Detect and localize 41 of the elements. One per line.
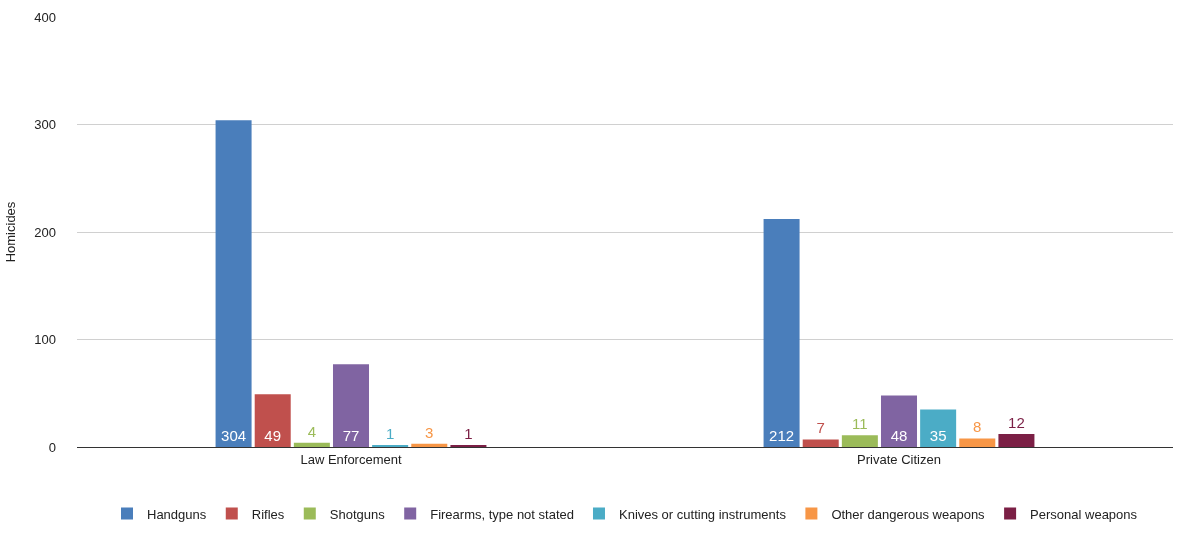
data-label: 304 — [221, 427, 247, 444]
data-label: 35 — [929, 427, 947, 444]
data-label: 11 — [852, 415, 868, 433]
data-label: 49 — [264, 427, 282, 444]
data-label: 3 — [425, 423, 434, 441]
legend-label: Knives or cutting instruments — [618, 506, 787, 522]
bar — [332, 364, 370, 447]
data-label: 48 — [890, 427, 908, 444]
data-label: 7 — [816, 419, 825, 437]
legend-label: Firearms, type not stated — [430, 506, 574, 522]
bar — [411, 443, 448, 447]
bar — [254, 394, 291, 447]
bar — [880, 395, 918, 447]
bar — [998, 434, 1035, 447]
bar — [841, 435, 878, 447]
legend-label: Rifles — [251, 506, 285, 522]
y-tick-label: 400 — [34, 9, 56, 25]
data-label: 77 — [342, 427, 360, 444]
bar — [293, 442, 330, 447]
bar — [763, 219, 800, 447]
data-label: 12 — [1008, 414, 1025, 432]
x-tick-label: Law Enforcement — [300, 451, 402, 467]
y-tick-label: 200 — [34, 224, 56, 240]
bar — [215, 120, 252, 447]
data-label: 4 — [307, 422, 317, 440]
y-tick-label: 0 — [48, 439, 56, 455]
y-tick-label: 300 — [34, 117, 56, 133]
bar — [920, 409, 957, 447]
legend-label: Personal weapons — [1030, 506, 1138, 522]
legend-label: Other dangerous weapons — [831, 506, 986, 522]
data-label: 212 — [769, 427, 795, 444]
y-axis-title: Homicides — [3, 201, 19, 263]
legend-label: Handguns — [147, 506, 207, 522]
data-label: 1 — [385, 425, 395, 442]
y-tick-label: 100 — [34, 332, 56, 348]
x-tick-label: Private Citizen — [857, 451, 941, 467]
bar — [802, 439, 839, 447]
data-label: 1 — [464, 425, 473, 442]
bar — [959, 438, 996, 447]
data-label: 8 — [973, 418, 982, 436]
legend-label: Shotguns — [329, 506, 386, 522]
